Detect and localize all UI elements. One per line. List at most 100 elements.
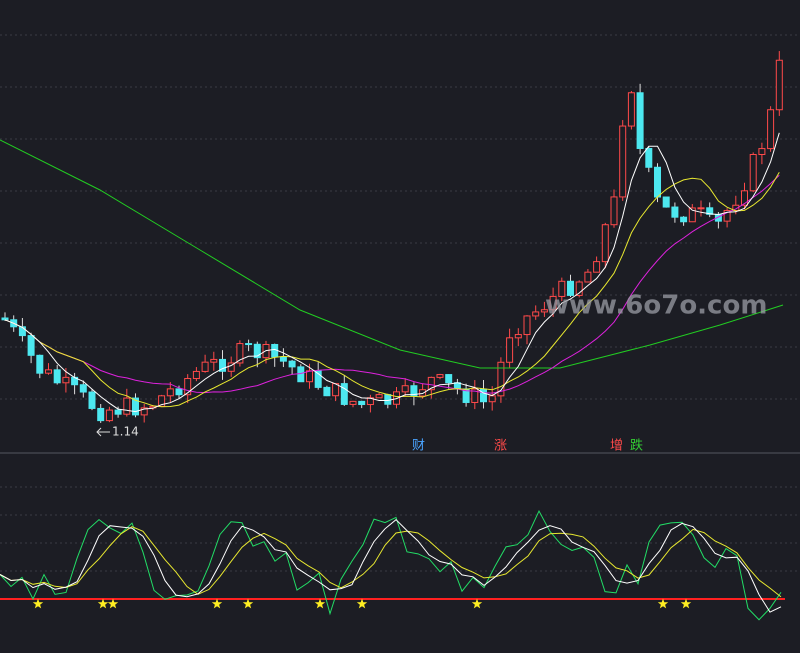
candle-body — [219, 358, 226, 372]
signal-star — [471, 598, 483, 609]
candle-body — [306, 370, 313, 383]
candle-body — [253, 343, 261, 359]
candle-body — [775, 59, 783, 111]
candle-body — [384, 394, 392, 405]
candle-body — [436, 374, 444, 378]
ma-line — [4, 132, 780, 413]
watermark: www.6o7o.com — [545, 291, 767, 321]
candle-body — [558, 280, 566, 297]
signal-star — [211, 598, 223, 609]
candle-body — [88, 391, 96, 409]
candle-body — [514, 334, 522, 339]
candle-body — [132, 397, 139, 416]
candle-body — [688, 207, 696, 223]
candle-body — [79, 384, 87, 393]
candle-body — [567, 280, 574, 296]
candle-body — [627, 92, 635, 127]
event-label: 财 — [412, 439, 425, 454]
candle-body — [480, 388, 487, 403]
candle-body — [601, 224, 609, 263]
candle-body — [654, 166, 661, 198]
main-panel — [0, 51, 784, 423]
candle-body — [749, 153, 757, 192]
candle-body — [192, 370, 200, 380]
grid — [0, 34, 800, 572]
candle-body — [97, 407, 105, 422]
candle-body — [540, 309, 548, 313]
ma-line — [0, 139, 784, 369]
signal-star — [107, 598, 119, 609]
candle-body — [401, 385, 409, 393]
candle-body — [523, 315, 531, 336]
candle-body — [697, 207, 705, 210]
signal-star — [242, 598, 254, 609]
candle-body — [323, 386, 331, 397]
ma-line — [4, 172, 780, 408]
candle-body — [236, 343, 244, 364]
candle-body — [758, 148, 766, 155]
signal-star — [32, 598, 44, 609]
candle-body — [1, 317, 9, 321]
candle-body — [723, 209, 731, 222]
candle-body — [210, 358, 218, 363]
candle-body — [114, 409, 122, 415]
event-label: 增 — [610, 439, 623, 454]
candle-body — [227, 362, 235, 372]
candle-body — [393, 391, 400, 405]
candle-body — [610, 196, 618, 226]
candle-body — [645, 147, 653, 168]
candle-body — [53, 369, 61, 384]
candle-body — [279, 356, 287, 362]
candle-body — [140, 407, 148, 416]
candle-body — [349, 400, 357, 405]
osc-line — [0, 519, 782, 613]
candle-body — [62, 376, 70, 384]
candle-body — [297, 366, 305, 383]
candle-body — [419, 389, 427, 397]
event-label: 涨 — [494, 439, 507, 454]
signal-star — [356, 598, 368, 609]
candle-body — [619, 125, 627, 198]
candle-body — [288, 360, 296, 368]
candle-body — [427, 376, 435, 391]
candle-body — [584, 271, 592, 283]
candle-body — [488, 395, 496, 403]
candle-body — [366, 397, 374, 406]
candle-body — [18, 326, 26, 337]
candle-body — [245, 343, 253, 346]
indicator-panel — [0, 509, 785, 621]
candle-body — [36, 354, 44, 374]
candle-body — [636, 92, 644, 149]
candle-body — [375, 394, 383, 399]
candle-body — [27, 335, 35, 356]
osc-line — [0, 509, 782, 621]
candle-body — [45, 369, 52, 374]
candle-body — [671, 206, 679, 218]
candle-body — [680, 216, 688, 223]
candle-body — [532, 311, 540, 317]
candle-body — [497, 361, 505, 397]
low-marker-arrowhead — [96, 427, 102, 437]
candle-body — [506, 337, 514, 363]
candle-body — [575, 281, 583, 296]
candle-body — [445, 374, 453, 384]
signal-star — [314, 598, 326, 609]
candle-body — [201, 361, 209, 372]
candle-body — [314, 370, 322, 388]
candle-body — [549, 295, 557, 311]
signal-star — [680, 598, 692, 609]
candle-body — [706, 207, 714, 215]
candle-body — [767, 109, 775, 150]
candle-body — [184, 378, 192, 396]
candle-body — [123, 397, 131, 415]
signal-star — [657, 598, 669, 609]
candle-body — [471, 388, 479, 403]
candle-body — [340, 383, 348, 405]
candle-body — [741, 190, 748, 206]
ma-line — [4, 174, 780, 394]
candle-body — [593, 261, 601, 273]
candle-body — [358, 400, 366, 406]
